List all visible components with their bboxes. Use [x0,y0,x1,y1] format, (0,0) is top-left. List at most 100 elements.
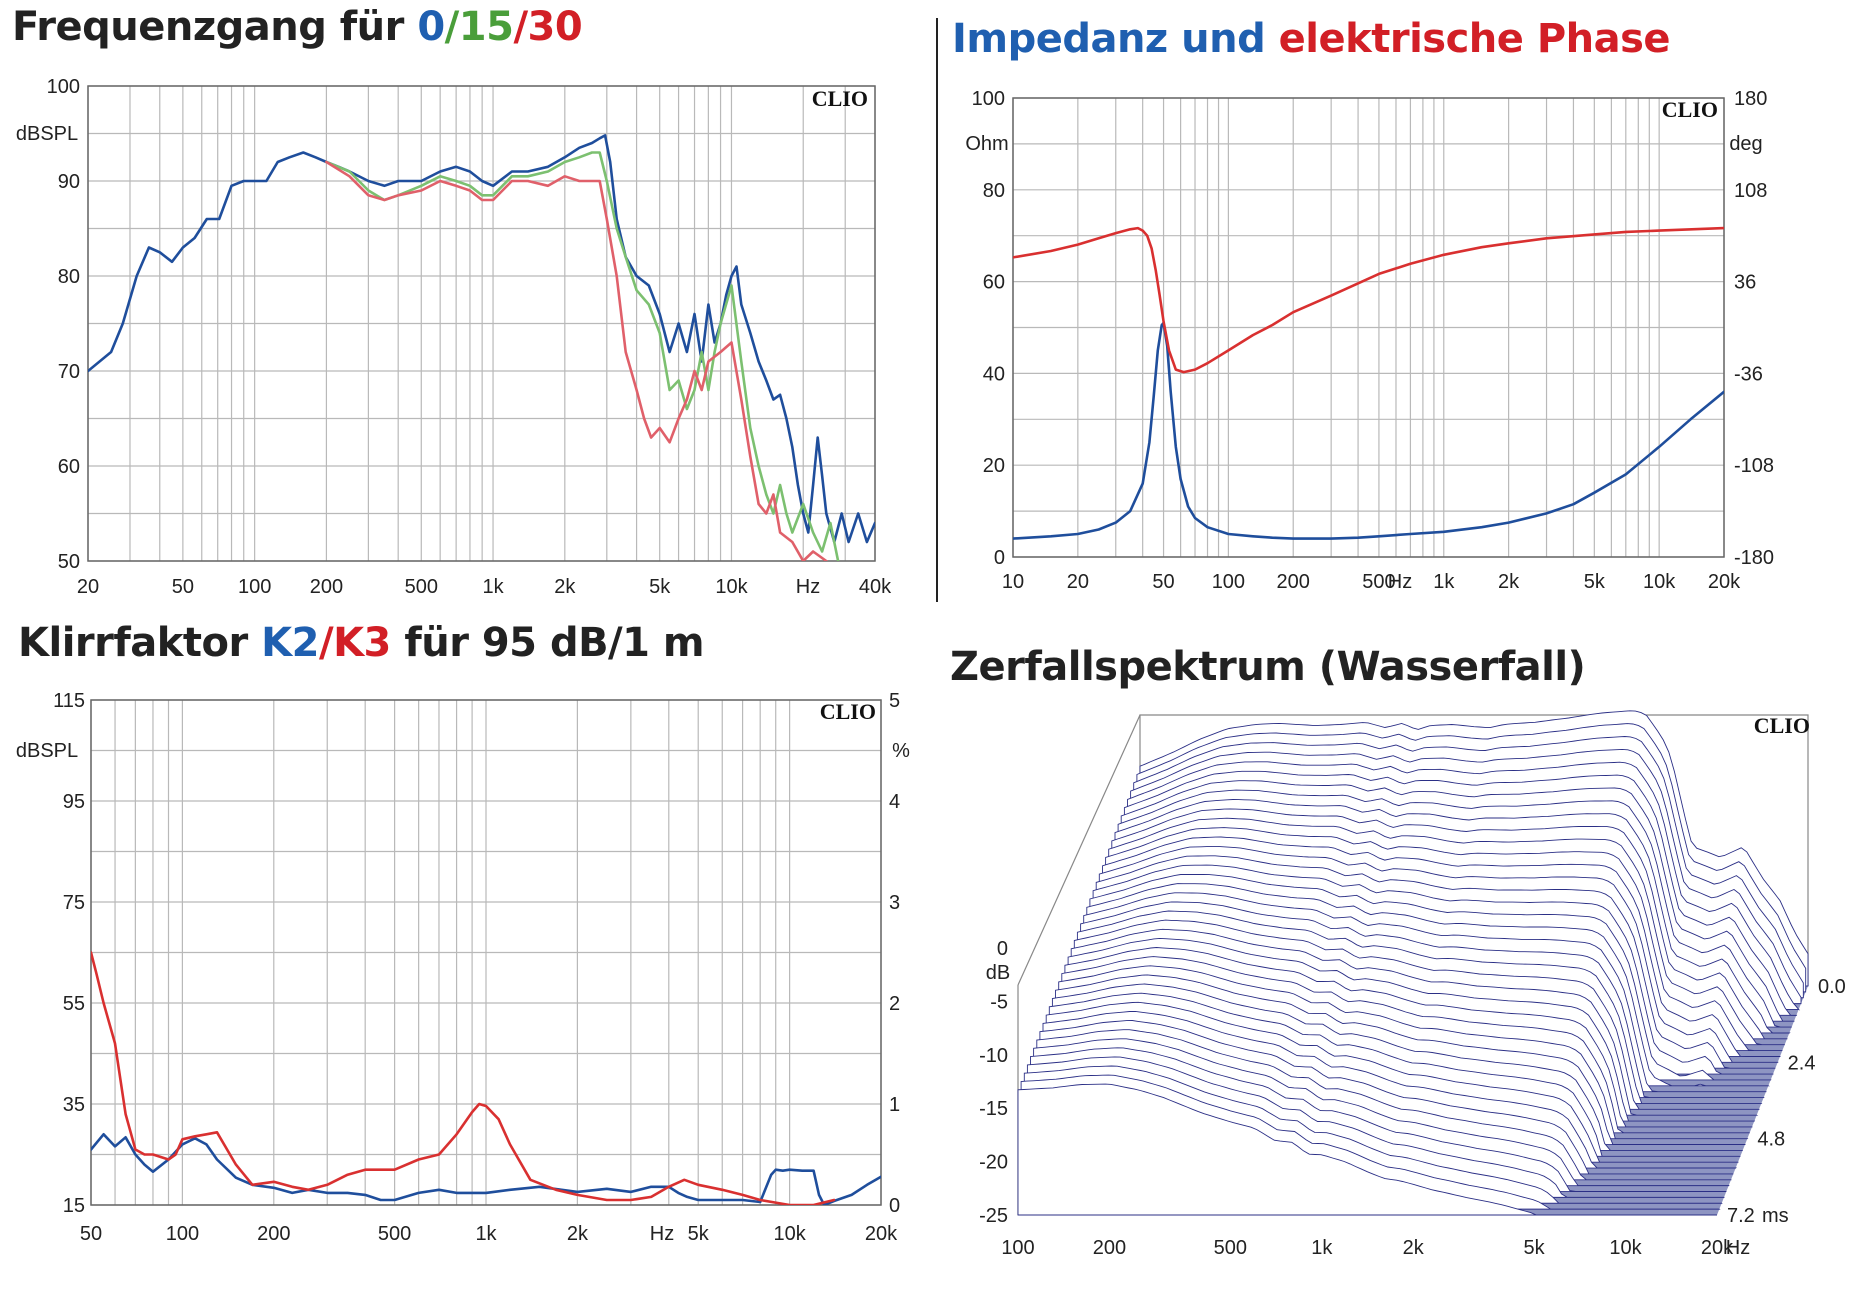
x-tick-label: 1k [475,1223,497,1245]
y-tick-label: 35 [63,1094,85,1116]
y2-tick-label: 5 [889,690,900,712]
z-tick-label: 0.0 [1818,976,1846,998]
x-tick-label: 10 [1002,571,1024,593]
y-tick-label: -15 [979,1098,1008,1120]
x-tick-label: 20 [77,576,99,598]
x-tick-label: 1k [482,576,504,598]
y2-axis-unit: % [892,740,910,762]
x-tick-label: 1k [1311,1237,1333,1259]
y-tick-label: 90 [58,171,80,193]
y2-tick-label: 4 [889,791,900,813]
x-tick-label: 20 [1067,571,1089,593]
waterfall-slice [1017,1083,1717,1216]
y-tick-label: 115 [53,690,85,712]
x-tick-label: 2k [567,1223,589,1245]
y2-tick-label: -180 [1734,547,1774,569]
y2-tick-label: 2 [889,993,900,1015]
y-tick-label: 15 [63,1195,85,1217]
y-tick-label: 0 [997,938,1008,960]
x-tick-label: 20k [1701,1237,1734,1259]
y-tick-label: -20 [979,1152,1008,1174]
x-tick-label: 500 [1214,1237,1247,1259]
csd-title-text: Zerfallspektrum (Wasserfall) [950,644,1586,690]
distortion-chart: 50 100 200 500 1k 2k 5k 10k 20k15355575951150123… [16,690,910,1245]
x-axis-unit: Hz [1388,571,1412,593]
clio-watermark: CLIO [1754,713,1810,738]
x-tick-label: 100 [1001,1237,1034,1259]
thd-title-k2: K2 [261,620,319,666]
y-tick-label: 55 [63,993,85,1015]
clio-watermark: CLIO [1662,97,1718,122]
y2-tick-label: 1 [889,1094,900,1116]
freq-title-sep1: / [444,4,460,50]
x-tick-label: 500 [378,1223,411,1245]
plot-frame [87,85,876,562]
x-tick-label: 200 [257,1223,290,1245]
plot-frame [1012,97,1725,558]
x-tick-label: 100 [1212,571,1245,593]
y2-tick-label: 36 [1734,272,1756,294]
y2-tick-label: 0 [889,1195,900,1217]
x-tick-label: 5k [688,1223,710,1245]
waterfall-slices [1017,710,1809,1216]
freq-title-0: 0 [417,4,445,50]
y-tick-label: 95 [63,791,85,813]
x-tick-label: 20k [1708,571,1741,593]
series-line-0 [88,134,875,544]
y-tick-label: 60 [983,272,1005,294]
x-tick-label: 10k [1609,1237,1642,1259]
x-tick-label: 50 [172,576,194,598]
x-tick-label: 10k [715,576,748,598]
x-axis-unit: Hz [650,1223,674,1245]
clio-watermark: CLIO [820,699,876,724]
x-tick-label: 200 [1277,571,1310,593]
grid [1012,97,1725,558]
freq-title-prefix: Frequenzgang für [12,4,418,50]
y2-tick-label: -108 [1734,455,1774,477]
x-axis-unit: Hz [796,576,820,598]
csd-title: Zerfallspektrum (Wasserfall) [950,644,1586,690]
x-tick-label: 40k [859,576,892,598]
x-tick-label: 200 [1093,1237,1126,1259]
thd-title-prefix: Klirrfaktor [18,620,262,666]
thd-title: Klirrfaktor K2/K3 für 95 dB/1 m [18,620,705,666]
y-tick-label: 75 [63,892,85,914]
x-tick-label: 5k [1524,1237,1546,1259]
series-group [88,134,875,561]
x-tick-label: 100 [166,1223,199,1245]
x-tick-label: 10k [773,1223,806,1245]
x-tick-label: 50 [80,1223,102,1245]
y-tick-label: 0 [994,547,1005,569]
series-line-impedanz [1013,321,1724,540]
y-tick-label: -10 [979,1045,1008,1067]
clio-watermark: CLIO [812,86,868,111]
y-tick-label: 50 [58,551,80,573]
x-tick-label: 200 [310,576,343,598]
waterfall-top-edge [1017,714,1141,986]
series-group [1013,226,1724,540]
y-tick-label: 60 [58,456,80,478]
y-tick-label: 100 [47,76,80,98]
series-line-30 [325,160,828,561]
thd-title-sep: / [318,620,334,666]
impedance-chart: 10 20 50 100 200 500 1k 2k 5k 10k 20k 0 20 40 60 80 100 -… [965,88,1774,593]
y-tick-label: 40 [983,363,1005,385]
y-axis-unit: dBSPL [16,123,78,145]
z-tick-label: 7.2 [1727,1205,1755,1227]
y-axis-unit: dBSPL [16,740,78,762]
series-line-15 [325,151,840,561]
x-tick-label: 20k [865,1223,898,1245]
x-tick-label: 5k [1584,571,1606,593]
y-axis-unit: Ohm [965,133,1008,155]
freq-title-15: 15 [458,4,514,50]
y-tick-label: 70 [58,361,80,383]
imp-title-phase: elektrische Phase [1278,16,1671,62]
y2-tick-label: 180 [1734,88,1767,110]
y2-axis-unit: deg [1729,133,1762,155]
x-axis-unit: Hz [1726,1237,1750,1259]
series-group [91,951,881,1205]
y-tick-label: -25 [979,1205,1008,1227]
x-tick-label: 10k [1643,571,1676,593]
